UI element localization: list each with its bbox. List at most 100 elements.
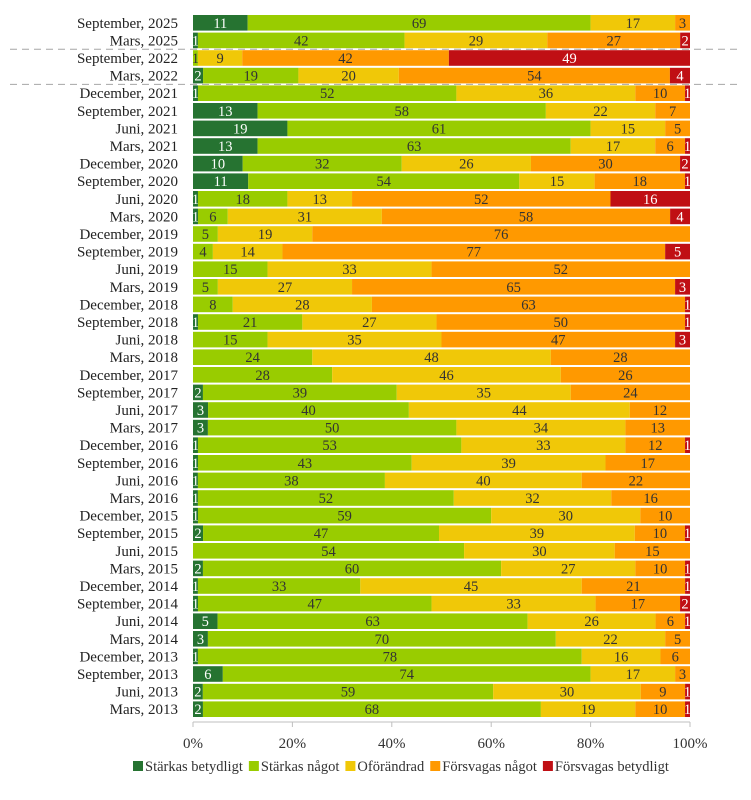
data-label: 1	[192, 86, 199, 102]
bar-segment	[197, 437, 462, 453]
data-label: 19	[243, 69, 258, 85]
bar-segment	[207, 631, 556, 647]
bar-segment	[197, 507, 492, 524]
bar-segment	[381, 208, 671, 225]
data-label: 27	[606, 33, 621, 49]
bar-segment	[193, 15, 248, 31]
legend-label: Stärkas betydligt	[145, 759, 243, 775]
category-label: Juni, 2019	[115, 262, 178, 278]
bar-segment	[625, 437, 686, 453]
bar-segment	[685, 560, 690, 577]
bar-segment	[312, 226, 690, 242]
data-label: 1	[192, 509, 199, 525]
data-label: 47	[308, 597, 323, 613]
data-label: 39	[501, 456, 516, 472]
bar-segment	[193, 631, 208, 647]
bar-segment	[217, 226, 313, 242]
data-label: 40	[301, 403, 316, 419]
data-label: 15	[621, 121, 636, 137]
data-label: 1	[684, 526, 691, 542]
bar-segment	[595, 595, 681, 612]
bar-segment	[287, 191, 353, 207]
bar-segment	[197, 208, 228, 225]
bar-segment	[197, 85, 457, 101]
legend-swatch	[248, 761, 259, 771]
data-label: 1	[192, 33, 199, 49]
data-label: 10	[653, 702, 668, 718]
bar-segment	[625, 419, 690, 436]
data-label: 20	[341, 69, 356, 85]
data-label: 53	[322, 438, 337, 454]
legend-swatch	[345, 761, 356, 771]
data-label: 2	[194, 702, 201, 718]
bar-segment	[193, 701, 203, 717]
bar-segment	[685, 701, 690, 717]
bar-segment	[675, 15, 690, 31]
data-label: 65	[506, 280, 521, 296]
data-label: 1	[684, 685, 691, 701]
bar-segment	[193, 525, 204, 541]
bar-segment	[197, 578, 361, 594]
data-label: 63	[407, 139, 422, 155]
bar-segment	[436, 314, 686, 330]
data-label: 1	[192, 315, 199, 331]
data-label: 42	[338, 51, 353, 67]
category-label: Mars, 2025	[110, 33, 178, 49]
legend-swatch	[430, 761, 441, 771]
data-label: 54	[527, 69, 542, 85]
category-label: Juni, 2014	[115, 614, 178, 630]
bar-segment	[404, 32, 548, 49]
category-label: December, 2020	[79, 157, 178, 173]
x-tick-label: 100%	[673, 736, 708, 752]
bar-segment	[493, 683, 641, 700]
legend-swatch	[542, 761, 553, 771]
data-label: 9	[216, 51, 223, 67]
bar-segment	[267, 261, 432, 277]
data-label: 10	[653, 561, 668, 577]
category-label: Mars, 2017	[110, 421, 179, 437]
bar-segment	[248, 173, 520, 189]
bar-segment	[202, 560, 502, 577]
bar-segment	[193, 226, 218, 242]
bar-segment	[581, 648, 661, 665]
data-label: 26	[618, 368, 633, 384]
bar-segment	[547, 32, 681, 49]
bar-segment	[193, 155, 243, 172]
data-label: 17	[606, 139, 621, 155]
bar-segment	[217, 279, 353, 295]
data-label: 1	[192, 456, 199, 472]
bar-segment	[193, 648, 198, 665]
category-label: December, 2019	[79, 227, 178, 243]
data-label: 2	[194, 561, 201, 577]
data-label: 50	[325, 421, 340, 437]
category-label: Mars, 2018	[110, 350, 178, 366]
bar-segment	[411, 455, 606, 471]
data-label: 33	[536, 438, 551, 454]
bar-segment	[640, 683, 686, 700]
category-label: Juni, 2016	[115, 473, 178, 489]
bar-segment	[491, 507, 641, 524]
data-label: 1	[684, 315, 691, 331]
category-label: September, 2016	[77, 456, 179, 472]
bar-segment	[684, 525, 690, 541]
data-label: 2	[194, 385, 201, 401]
bar-segment	[287, 120, 591, 137]
bar-segment	[193, 279, 218, 295]
data-label: 1	[192, 491, 199, 507]
data-label: 28	[295, 297, 310, 313]
data-label: 24	[245, 350, 260, 366]
bar-segment	[197, 490, 454, 506]
category-label: September, 2021	[77, 104, 178, 120]
data-label: 19	[581, 702, 596, 718]
bar-segment	[669, 67, 690, 84]
category-label: December, 2016	[79, 438, 178, 454]
bar-segment	[684, 173, 690, 189]
bar-segment	[570, 138, 656, 154]
bar-segment	[464, 543, 615, 559]
data-label: 69	[412, 16, 427, 32]
category-label: December, 2021	[79, 86, 178, 102]
bar-segment	[193, 50, 198, 66]
bar-segment	[550, 349, 690, 365]
bar-segment	[193, 367, 333, 383]
data-label: 1	[192, 51, 199, 67]
